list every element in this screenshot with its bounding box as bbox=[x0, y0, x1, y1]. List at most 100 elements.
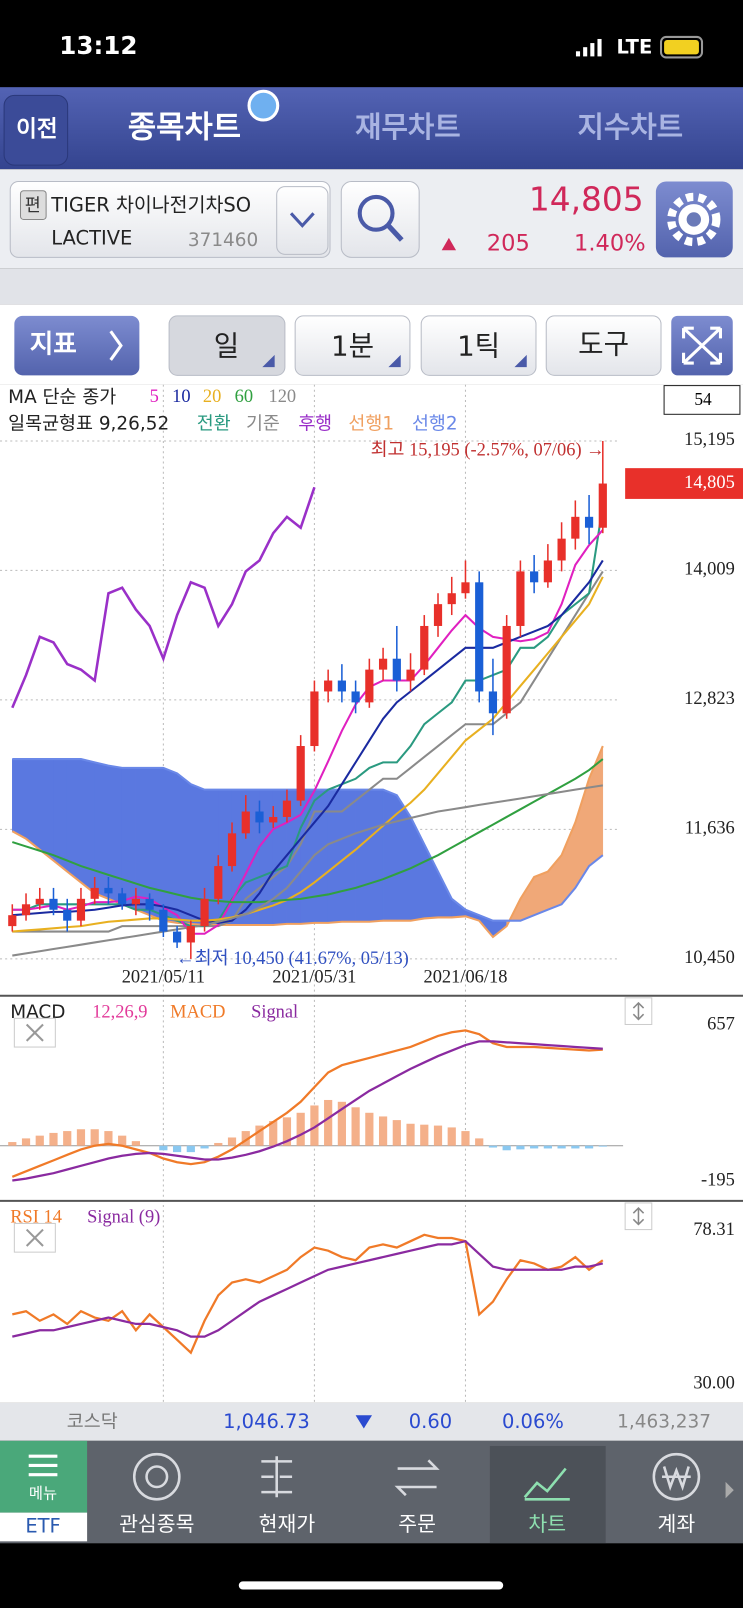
price-tag-label: 14,805 bbox=[684, 472, 735, 492]
stock-selector[interactable] bbox=[9, 181, 331, 258]
ma-label: MA 단순 종가 bbox=[8, 387, 116, 408]
cloud-segment bbox=[135, 767, 150, 916]
line bbox=[11, 486, 316, 709]
histogram-bar bbox=[324, 1099, 333, 1146]
legend-entry: 20 bbox=[203, 386, 221, 406]
home-area bbox=[0, 1543, 743, 1608]
network: LTE bbox=[616, 36, 652, 59]
histogram-bar bbox=[475, 1138, 484, 1146]
tab[interactable]: 지수차트 bbox=[577, 110, 683, 144]
badge: 편 bbox=[25, 196, 41, 216]
tick-button[interactable] bbox=[420, 315, 537, 376]
cloud-segment bbox=[327, 789, 343, 924]
histogram-bar bbox=[49, 1132, 58, 1146]
histogram-bar bbox=[584, 1145, 594, 1149]
candle-body bbox=[324, 680, 333, 692]
menu-tile[interactable] bbox=[0, 1440, 88, 1513]
cloud-segment bbox=[39, 758, 54, 862]
candle-body bbox=[269, 816, 278, 823]
candle-body bbox=[365, 669, 374, 703]
tab-label[interactable]: 차트 bbox=[528, 1512, 566, 1536]
histogram-bar bbox=[255, 1125, 264, 1146]
candle-body bbox=[502, 625, 511, 714]
histogram-bar bbox=[214, 1142, 223, 1146]
tab-active[interactable]: 종목차트 bbox=[128, 110, 241, 146]
period-label[interactable]: 일 bbox=[214, 330, 239, 363]
candle-body bbox=[227, 833, 237, 867]
home-indicator[interactable] bbox=[238, 1581, 504, 1590]
candle-body bbox=[530, 571, 539, 583]
indicator-label[interactable]: 지표 bbox=[30, 330, 77, 360]
tab-label[interactable]: 현재가 bbox=[259, 1512, 316, 1536]
candle-body bbox=[104, 887, 113, 894]
candle-body bbox=[378, 658, 388, 670]
cloud-segment bbox=[176, 772, 192, 925]
tools-label[interactable]: 도구 bbox=[578, 328, 629, 361]
legend-entry: 선행1 bbox=[348, 414, 394, 435]
indicator-button[interactable] bbox=[14, 315, 140, 376]
tab-label[interactable]: ETF bbox=[25, 1514, 60, 1537]
histogram-bar bbox=[365, 1112, 374, 1146]
candle-body bbox=[118, 893, 127, 905]
market-change-pct: 0.06% bbox=[502, 1410, 564, 1433]
histogram-bar bbox=[8, 1142, 17, 1146]
back-label[interactable]: 이전 bbox=[16, 117, 57, 143]
stock-name-2[interactable]: LACTIVE bbox=[51, 226, 132, 249]
y-tick-label: -195 bbox=[701, 1170, 735, 1190]
tab-label[interactable]: 주문 bbox=[398, 1512, 436, 1536]
up-arrow bbox=[441, 237, 457, 251]
tick-label[interactable]: 1틱 bbox=[457, 330, 500, 363]
dropdown-button[interactable] bbox=[276, 186, 329, 255]
legend-entry: Signal (9) bbox=[87, 1207, 160, 1228]
histogram-bar bbox=[241, 1131, 250, 1146]
y-tick-label: 14,009 bbox=[684, 559, 735, 579]
resize-icon bbox=[632, 1001, 645, 1021]
histogram-bar bbox=[447, 1127, 456, 1146]
histogram-bar bbox=[571, 1145, 580, 1149]
tab-label[interactable]: 계좌 bbox=[658, 1512, 696, 1536]
histogram-bar bbox=[530, 1145, 539, 1149]
tab[interactable]: 재무차트 bbox=[355, 110, 461, 144]
legend-entry: 전환 bbox=[197, 414, 231, 435]
more-arrow[interactable] bbox=[725, 1481, 734, 1499]
signal-icon bbox=[575, 38, 602, 57]
candle-body bbox=[131, 898, 140, 905]
spacer bbox=[0, 268, 743, 305]
sync-icon[interactable] bbox=[247, 89, 280, 122]
histogram-bar bbox=[35, 1135, 44, 1146]
back-button[interactable] bbox=[3, 94, 69, 166]
cloud-segment bbox=[245, 789, 260, 926]
histogram-bar bbox=[461, 1131, 470, 1146]
candle-body bbox=[241, 811, 250, 834]
legend-entry: 기준 bbox=[246, 414, 280, 435]
tab-label[interactable]: 관심종목 bbox=[119, 1512, 194, 1536]
candle-body bbox=[255, 811, 264, 823]
etf-tile[interactable] bbox=[0, 1512, 88, 1542]
legend-entry: MACD bbox=[170, 1001, 225, 1021]
search-icon bbox=[357, 194, 395, 232]
histogram-bar bbox=[269, 1121, 278, 1146]
cloud-segment bbox=[533, 871, 549, 916]
candle-body bbox=[90, 887, 99, 899]
cloud-segment bbox=[25, 758, 41, 851]
histogram-bar bbox=[557, 1145, 566, 1149]
minute-label[interactable]: 1분 bbox=[331, 330, 374, 363]
histogram-bar bbox=[433, 1125, 443, 1146]
stock-name[interactable]: TIGER 차이나전기차SO bbox=[50, 194, 251, 217]
candle-body bbox=[571, 516, 580, 539]
candle-body bbox=[21, 904, 31, 916]
histogram-bar bbox=[90, 1129, 99, 1146]
search-button[interactable] bbox=[340, 181, 420, 258]
ichimoku-label: 일목균형표 9,26,52 bbox=[8, 414, 169, 435]
y-tick-label: 657 bbox=[707, 1014, 735, 1034]
candle-body bbox=[392, 658, 401, 681]
tools-button[interactable] bbox=[545, 315, 662, 376]
y-tick-label: 12,823 bbox=[684, 688, 735, 708]
menu-label[interactable]: 메뉴 bbox=[29, 1485, 57, 1503]
line bbox=[12, 1040, 603, 1182]
minute-button[interactable] bbox=[294, 315, 411, 376]
y-tick-label: 11,636 bbox=[685, 818, 735, 838]
histogram-bar bbox=[104, 1131, 113, 1146]
period-button[interactable] bbox=[168, 315, 286, 376]
